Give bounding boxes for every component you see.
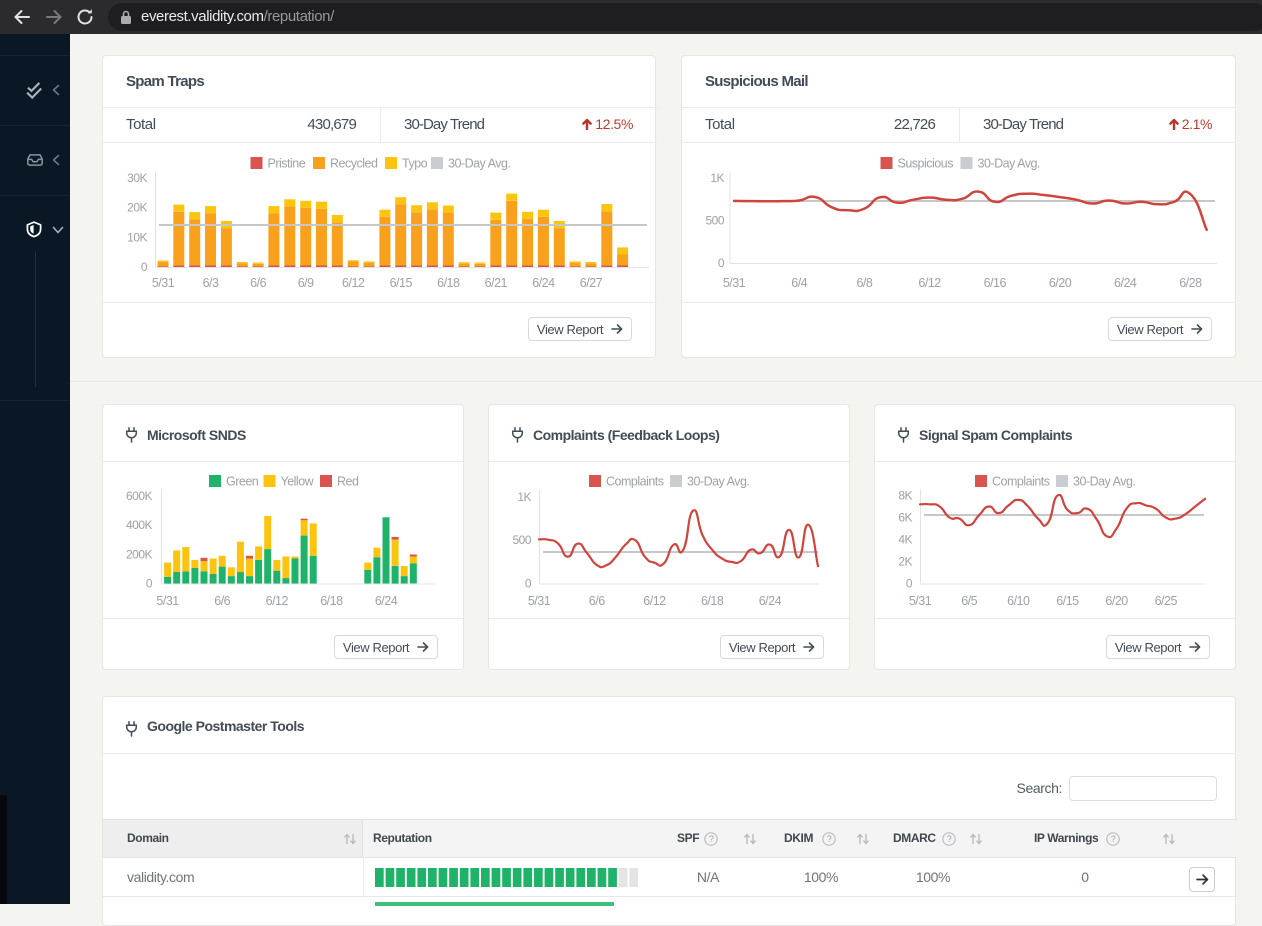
svg-text:1K: 1K <box>710 171 724 185</box>
svg-text:30-Day Avg.: 30-Day Avg. <box>448 157 510 171</box>
svg-text:6/18: 6/18 <box>320 594 343 608</box>
svg-text:6/18: 6/18 <box>437 276 460 290</box>
svg-text:6/6: 6/6 <box>214 594 230 608</box>
svg-text:6/20: 6/20 <box>1049 276 1072 290</box>
svg-text:0: 0 <box>146 577 153 591</box>
svg-text:Suspicious: Suspicious <box>898 157 954 171</box>
svg-text:Typo: Typo <box>402 157 428 171</box>
svg-text:6/15: 6/15 <box>390 276 413 290</box>
svg-text:6/24: 6/24 <box>532 276 555 290</box>
svg-text:6/12: 6/12 <box>266 594 289 608</box>
svg-text:20K: 20K <box>127 201 147 215</box>
svg-text:6/24: 6/24 <box>759 594 782 608</box>
svg-text:5/31: 5/31 <box>156 594 179 608</box>
svg-text:500: 500 <box>512 533 531 547</box>
svg-text:6/28: 6/28 <box>1179 276 1202 290</box>
svg-text:6/5: 6/5 <box>961 594 977 608</box>
svg-text:30-Day Avg.: 30-Day Avg. <box>978 157 1040 171</box>
svg-text:6/16: 6/16 <box>984 276 1007 290</box>
svg-text:6/18: 6/18 <box>701 594 724 608</box>
svg-text:500: 500 <box>705 214 724 228</box>
svg-text:6/24: 6/24 <box>1114 276 1137 290</box>
svg-text:6/27: 6/27 <box>580 276 603 290</box>
svg-text:Recycled: Recycled <box>330 157 378 171</box>
svg-text:1K: 1K <box>517 490 531 504</box>
svg-text:5/31: 5/31 <box>528 594 551 608</box>
svg-text:6/15: 6/15 <box>1056 594 1079 608</box>
svg-text:6/4: 6/4 <box>791 276 807 290</box>
svg-text:6/20: 6/20 <box>1105 594 1128 608</box>
svg-text:6/8: 6/8 <box>856 276 872 290</box>
svg-text:Yellow: Yellow <box>281 475 315 489</box>
svg-text:6/9: 6/9 <box>298 276 314 290</box>
svg-text:0: 0 <box>141 260 148 274</box>
svg-text:10K: 10K <box>127 230 147 244</box>
svg-text:0: 0 <box>906 577 913 591</box>
svg-text:6/21: 6/21 <box>485 276 508 290</box>
svg-text:?: ? <box>709 834 714 844</box>
svg-text:600K: 600K <box>126 489 153 503</box>
svg-text:30-Day Avg.: 30-Day Avg. <box>687 475 749 489</box>
svg-text:6/12: 6/12 <box>643 594 666 608</box>
svg-text:?: ? <box>947 834 952 844</box>
svg-text:30-Day Avg.: 30-Day Avg. <box>1073 475 1135 489</box>
svg-text:400K: 400K <box>126 518 153 532</box>
svg-text:6/3: 6/3 <box>203 276 219 290</box>
svg-text:6/12: 6/12 <box>342 276 365 290</box>
svg-text:6/6: 6/6 <box>589 594 605 608</box>
svg-text:6/6: 6/6 <box>250 276 266 290</box>
svg-text:Green: Green <box>226 475 259 489</box>
svg-text:5/31: 5/31 <box>909 594 932 608</box>
svg-text:200K: 200K <box>126 547 153 561</box>
svg-text:Complaints: Complaints <box>606 475 664 489</box>
svg-text:30K: 30K <box>127 171 147 185</box>
svg-text:?: ? <box>1111 834 1116 844</box>
svg-text:5/31: 5/31 <box>152 276 175 290</box>
svg-text:Complaints: Complaints <box>992 475 1050 489</box>
svg-text:?: ? <box>827 834 832 844</box>
svg-text:6/10: 6/10 <box>1007 594 1030 608</box>
svg-text:6/24: 6/24 <box>375 594 398 608</box>
svg-text:0: 0 <box>525 577 532 591</box>
svg-text:6/25: 6/25 <box>1155 594 1178 608</box>
svg-text:0: 0 <box>718 256 725 270</box>
svg-text:6/12: 6/12 <box>918 276 941 290</box>
svg-text:2K: 2K <box>898 555 912 569</box>
svg-text:Pristine: Pristine <box>268 157 306 171</box>
svg-text:5/31: 5/31 <box>723 276 746 290</box>
svg-text:Red: Red <box>337 475 359 489</box>
svg-text:6K: 6K <box>898 511 912 525</box>
svg-text:4K: 4K <box>898 533 912 547</box>
svg-text:8K: 8K <box>898 489 912 503</box>
